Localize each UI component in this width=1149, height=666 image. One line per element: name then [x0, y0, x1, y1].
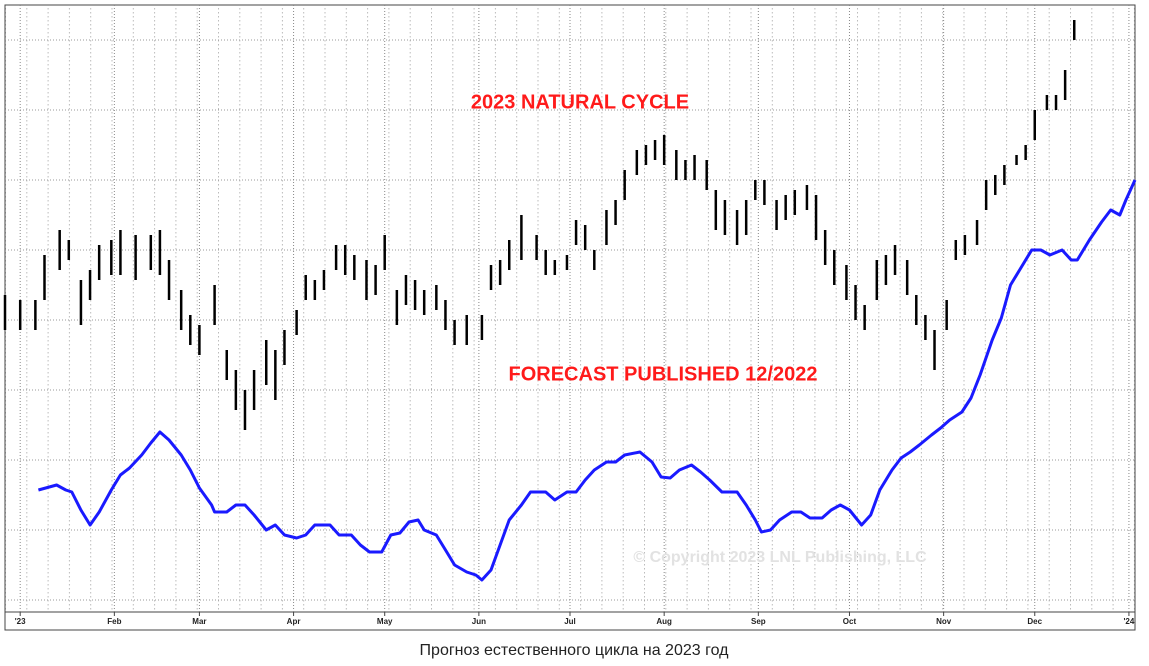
watermark: © Copyright 2023 LNL Publishing, LLC — [633, 549, 927, 566]
x-tick-label: '24 — [1124, 617, 1135, 626]
x-tick-label: '23 — [15, 617, 26, 626]
x-tick-label: Jun — [472, 617, 486, 626]
x-tick-label: Nov — [936, 617, 952, 626]
x-tick-label: Dec — [1027, 617, 1042, 626]
x-tick-label: Jul — [564, 617, 576, 626]
x-tick-label: Apr — [287, 617, 301, 626]
x-tick-label: May — [377, 617, 393, 626]
forecast-line — [38, 179, 1137, 582]
x-tick-label: Mar — [192, 617, 206, 626]
x-tick-label: Aug — [656, 617, 672, 626]
caption: Прогноз естественного цикла на 2023 год — [420, 642, 730, 659]
annotation: 2023 NATURAL CYCLE — [471, 91, 689, 113]
x-tick-label: Sep — [751, 617, 766, 626]
annotation: FORECAST PUBLISHED 12/2022 — [509, 363, 818, 385]
x-tick-label: Feb — [107, 617, 121, 626]
x-tick-label: Oct — [843, 617, 857, 626]
